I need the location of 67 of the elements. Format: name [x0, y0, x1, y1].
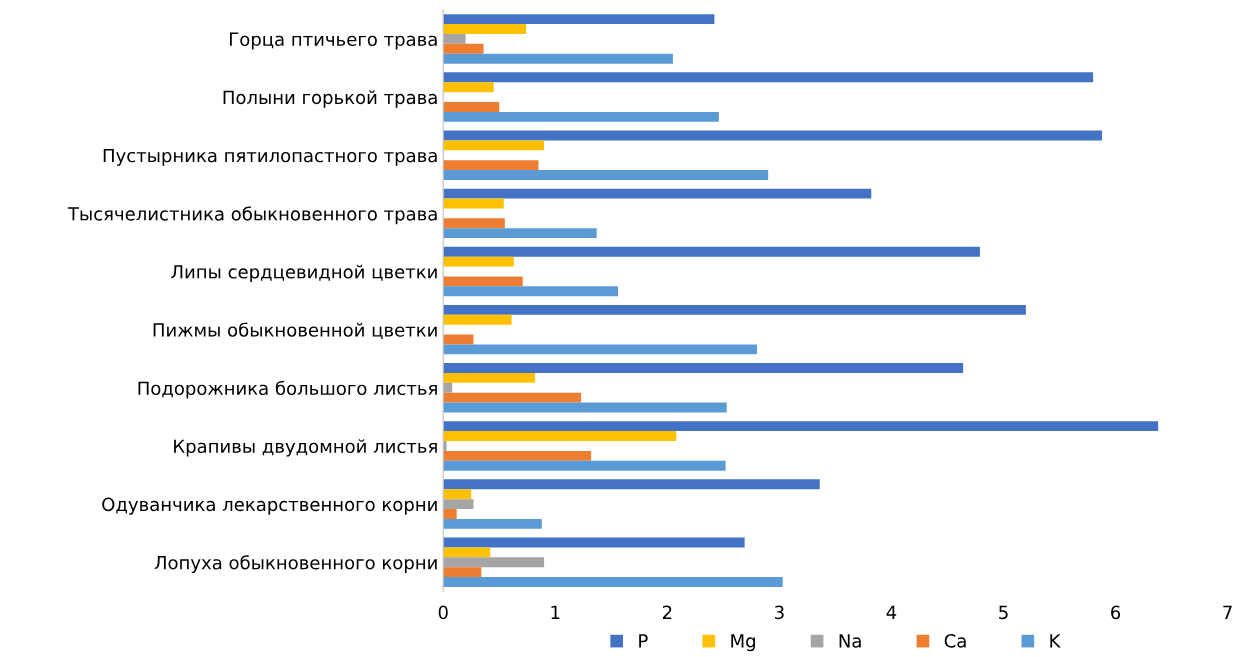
- bar: [443, 372, 536, 383]
- bar: [443, 421, 1159, 432]
- x-tick-label: 7: [1223, 605, 1232, 619]
- bar: [443, 402, 727, 413]
- bar: [443, 14, 715, 25]
- bar: [443, 218, 505, 229]
- bar: [443, 228, 597, 239]
- bar: [443, 537, 745, 548]
- bar: [443, 286, 619, 297]
- bar: [443, 304, 1026, 315]
- y-tick-label: Горца птичьего трава: [230, 32, 437, 50]
- bar: [443, 518, 542, 529]
- bar: [443, 479, 820, 490]
- x-tick-label: 0: [438, 605, 448, 620]
- y-tick-label: Одуванчика лекарственного корни: [102, 497, 437, 515]
- bar: [443, 450, 592, 461]
- y-tick-label: Крапивы двудомной листья: [174, 439, 437, 457]
- bar: [443, 170, 769, 180]
- bar: [443, 431, 677, 441]
- bar: [443, 460, 726, 471]
- legend-label: P: [639, 634, 648, 648]
- bar: [443, 24, 527, 34]
- bar: [443, 489, 472, 500]
- bar: [443, 441, 447, 451]
- bar: [443, 344, 757, 355]
- bar: [443, 111, 719, 122]
- bar: [443, 43, 484, 54]
- legend-label: Ca: [944, 634, 966, 648]
- legend-label: K: [1050, 634, 1061, 648]
- y-tick-label: Лопуха обыкновенного корни: [154, 555, 437, 573]
- bar: [443, 363, 964, 373]
- bar: [443, 499, 474, 510]
- legend-label: Na: [839, 634, 861, 648]
- bar: [443, 188, 872, 199]
- y-tick-label: Тысячелистника обыкновенного трава: [67, 206, 437, 225]
- bar: [443, 276, 523, 287]
- bar: [443, 33, 466, 44]
- bar: [443, 102, 500, 112]
- bar: [443, 256, 514, 267]
- y-tick-label: Липы сердцевидной цветки: [171, 264, 437, 283]
- bar: [443, 140, 545, 151]
- bar: [443, 160, 539, 171]
- x-tick-label: 6: [1111, 605, 1121, 620]
- bar: [443, 577, 783, 587]
- bar: [443, 246, 980, 257]
- bar: [443, 547, 491, 558]
- legend-label: Mg: [731, 634, 755, 652]
- y-tick-label: Полыни горькой трава: [223, 90, 437, 108]
- y-tick-label: Пустырника пятилопастного трава: [103, 148, 437, 166]
- bar: [443, 509, 457, 519]
- bar: [443, 557, 545, 568]
- x-tick-label: 1: [551, 605, 560, 619]
- bar: [443, 382, 453, 393]
- x-tick-label: 2: [662, 605, 672, 619]
- bar: [443, 72, 1094, 83]
- bar: [443, 82, 494, 93]
- y-tick-label: Подорожника большого листья: [138, 380, 437, 399]
- x-tick-label: 3: [775, 605, 784, 620]
- x-tick-label: 4: [886, 605, 897, 619]
- y-tick-label: Пижмы обыкновенной цветки: [153, 322, 437, 339]
- bar: [443, 198, 504, 209]
- bar: [443, 567, 482, 578]
- bar: [443, 392, 582, 403]
- bar: [443, 53, 673, 64]
- x-tick-label: 5: [999, 605, 1008, 620]
- bar: [443, 130, 1103, 141]
- bar: [443, 314, 512, 325]
